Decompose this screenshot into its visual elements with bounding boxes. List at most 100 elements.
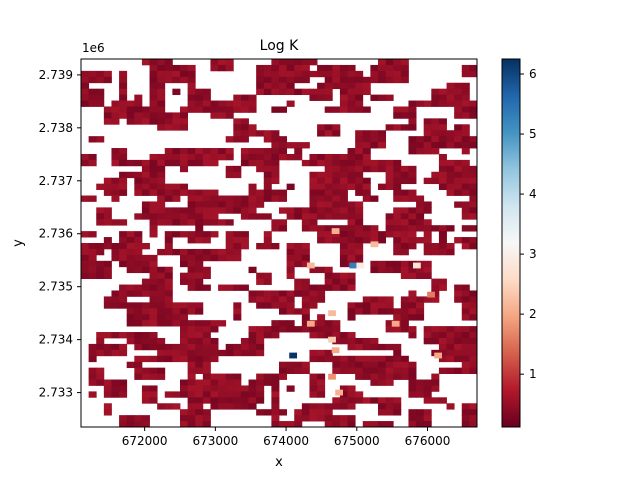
heatmap-cell bbox=[469, 183, 478, 190]
heatmap-cell bbox=[126, 254, 135, 262]
heatmap-cell bbox=[347, 367, 356, 374]
heatmap-cell bbox=[81, 254, 90, 262]
heatmap-cell bbox=[393, 124, 402, 131]
heatmap-cell bbox=[423, 415, 432, 422]
heatmap-cell bbox=[134, 177, 143, 185]
heatmap-cell bbox=[126, 284, 135, 291]
heatmap-cell bbox=[423, 201, 432, 208]
heatmap-cell bbox=[454, 337, 463, 345]
heatmap-cell bbox=[202, 332, 211, 339]
heatmap-cell bbox=[400, 231, 409, 238]
heatmap-cell bbox=[119, 343, 128, 351]
heatmap-cell bbox=[393, 177, 402, 185]
heatmap-cell bbox=[309, 59, 318, 66]
heatmap-cell bbox=[157, 118, 166, 125]
heatmap-cell bbox=[103, 70, 112, 78]
heatmap-cell bbox=[317, 403, 326, 410]
heatmap-cell bbox=[347, 213, 356, 220]
heatmap-cell bbox=[263, 243, 272, 250]
heatmap-cell bbox=[141, 171, 150, 179]
heatmap-cell bbox=[134, 337, 143, 345]
heatmap-cell bbox=[347, 385, 356, 392]
heatmap-cell bbox=[81, 248, 90, 256]
heatmap-cell bbox=[301, 278, 310, 285]
heatmap-cell bbox=[469, 106, 478, 113]
heatmap-cell bbox=[233, 171, 242, 179]
heatmap-cell bbox=[408, 367, 417, 374]
heatmap-cell bbox=[218, 100, 227, 107]
heatmap-cell bbox=[393, 231, 402, 238]
heatmap-cell bbox=[370, 343, 379, 351]
heatmap-cell bbox=[362, 183, 371, 190]
heatmap-cell bbox=[347, 183, 356, 190]
heatmap-cell bbox=[362, 189, 371, 196]
heatmap-cell bbox=[164, 183, 173, 190]
heatmap-cell bbox=[438, 136, 447, 143]
heatmap-cell bbox=[408, 272, 417, 280]
heatmap-cell bbox=[180, 70, 189, 78]
heatmap-cell bbox=[149, 260, 158, 268]
heatmap-cell bbox=[446, 367, 455, 374]
heatmap-cell bbox=[332, 64, 341, 72]
heatmap-cell bbox=[225, 136, 234, 143]
heatmap-cell bbox=[187, 302, 196, 309]
heatmap-cell bbox=[286, 296, 295, 303]
heatmap-cell bbox=[141, 373, 150, 380]
heatmap-cell bbox=[378, 260, 387, 268]
heatmap-cell bbox=[324, 88, 333, 96]
heatmap-cell bbox=[157, 403, 166, 410]
plot-frame bbox=[80, 58, 478, 428]
heatmap-cell bbox=[134, 112, 143, 119]
heatmap-cell bbox=[195, 159, 204, 167]
heatmap-cell bbox=[119, 148, 128, 155]
heatmap-cell bbox=[271, 373, 280, 380]
heatmap-cell bbox=[256, 70, 265, 78]
heatmap-cell bbox=[355, 361, 364, 369]
heatmap-cell bbox=[248, 385, 257, 392]
heatmap-cell bbox=[339, 284, 348, 291]
heatmap-cell bbox=[248, 183, 257, 190]
heatmap-cell bbox=[286, 254, 295, 262]
heatmap-cell bbox=[461, 225, 470, 232]
heatmap-cell bbox=[393, 59, 402, 66]
heatmap-cell bbox=[119, 296, 128, 303]
heatmap-cell bbox=[218, 379, 227, 386]
heatmap-cell bbox=[385, 165, 394, 173]
heatmap-cell bbox=[431, 88, 440, 96]
heatmap-cell bbox=[134, 237, 143, 244]
heatmap-cell bbox=[126, 320, 135, 327]
heatmap-cell bbox=[355, 308, 364, 315]
heatmap-cell bbox=[301, 367, 310, 374]
heatmap-cell bbox=[408, 195, 417, 202]
heatmap-cell bbox=[103, 302, 112, 309]
heatmap-cell bbox=[225, 100, 234, 107]
heatmap-cell bbox=[423, 397, 432, 404]
heatmap-cell bbox=[202, 355, 211, 363]
heatmap-cell bbox=[187, 219, 196, 226]
heatmap-cell bbox=[347, 391, 356, 398]
heatmap-cell bbox=[134, 284, 143, 291]
heatmap-cell bbox=[149, 82, 158, 90]
heatmap-cell bbox=[141, 355, 150, 363]
heatmap-cell bbox=[469, 332, 478, 339]
heatmap-cell bbox=[88, 153, 97, 161]
heatmap-cell bbox=[180, 153, 189, 161]
heatmap-cell bbox=[187, 64, 196, 72]
heatmap-cell bbox=[81, 260, 90, 268]
heatmap-cell bbox=[370, 76, 379, 84]
heatmap-cell bbox=[332, 272, 341, 280]
heatmap-cell bbox=[294, 260, 303, 268]
heatmap-cell bbox=[248, 326, 257, 333]
heatmap-cell bbox=[400, 355, 409, 363]
heatmap-cell bbox=[195, 100, 204, 107]
heatmap-cell bbox=[423, 260, 432, 268]
heatmap-cell bbox=[332, 183, 341, 190]
heatmap-cell bbox=[355, 106, 364, 113]
heatmap-cell bbox=[126, 118, 135, 125]
heatmap-cell bbox=[347, 421, 356, 428]
heatmap-cell bbox=[286, 421, 295, 428]
heatmap-cell bbox=[256, 76, 265, 84]
heatmap-cell bbox=[187, 355, 196, 363]
y-tick-label: 2.737 bbox=[39, 174, 73, 188]
heatmap-cell bbox=[332, 70, 341, 78]
